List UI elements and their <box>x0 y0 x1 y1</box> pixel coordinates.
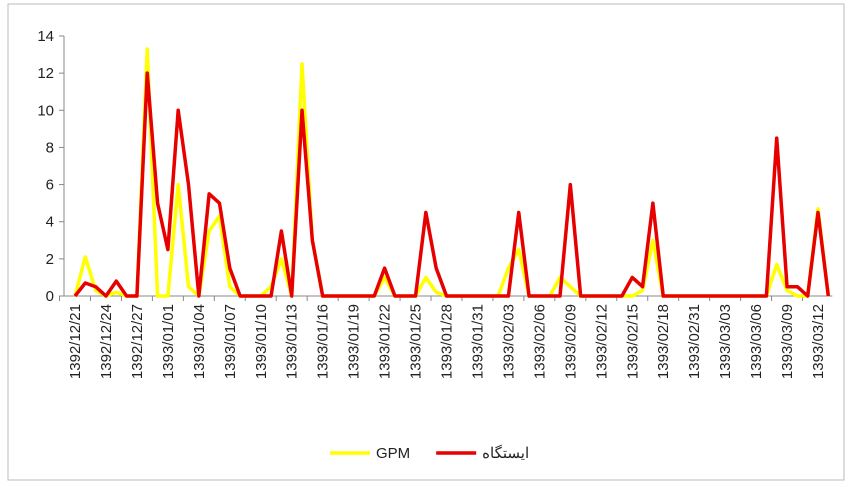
y-tick-label: 8 <box>46 139 54 156</box>
x-tick-label: 1392/12/21 <box>67 304 84 379</box>
x-tick-label: 1393/03/03 <box>717 304 734 379</box>
x-tick-label: 1393/01/28 <box>439 304 456 379</box>
x-tick-label: 1393/01/16 <box>315 304 332 379</box>
x-tick-label: 1393/01/13 <box>284 304 301 379</box>
legend-label: ایستگاه <box>482 444 529 462</box>
y-tick-label: 14 <box>37 28 54 45</box>
x-tick-label: 1393/01/22 <box>377 304 394 379</box>
series-line <box>73 71 831 298</box>
y-tick-label: 6 <box>46 177 54 194</box>
x-tick-label: 1393/02/15 <box>624 304 641 379</box>
x-tick-label: 1393/01/10 <box>253 304 270 379</box>
legend-label: GPM <box>376 445 410 462</box>
x-tick-label: 1392/12/27 <box>129 304 146 379</box>
x-tick-label: 1393/01/01 <box>160 304 177 379</box>
x-tick-label: 1393/02/12 <box>593 304 610 379</box>
x-tick-label: 1393/02/18 <box>655 304 672 379</box>
x-tick-label: 1393/01/19 <box>346 304 363 379</box>
y-tick-label: 4 <box>46 214 54 231</box>
x-tick-label: 1393/02/06 <box>531 304 548 379</box>
x-tick-label: 1393/02/03 <box>500 304 517 379</box>
x-tick-label: 1393/01/07 <box>222 304 239 379</box>
x-tick-label: 1393/03/09 <box>779 304 796 379</box>
x-tick-label: 1392/12/24 <box>98 304 115 379</box>
y-tick-label: 12 <box>37 65 54 82</box>
x-tick-label: 1393/01/04 <box>191 304 208 379</box>
x-tick-label: 1393/02/09 <box>562 304 579 379</box>
y-tick-label: 10 <box>37 102 54 119</box>
x-tick-label: 1393/03/06 <box>748 304 765 379</box>
x-tick-label: 1393/01/25 <box>408 304 425 379</box>
chart-frame <box>7 3 845 481</box>
x-tick-label: 1393/01/31 <box>469 304 486 379</box>
y-tick-label: 0 <box>46 288 54 305</box>
y-tick-label: 2 <box>46 251 54 268</box>
x-tick-label: 1393/02/31 <box>686 304 703 379</box>
x-tick-label: 1393/03/12 <box>810 304 827 379</box>
